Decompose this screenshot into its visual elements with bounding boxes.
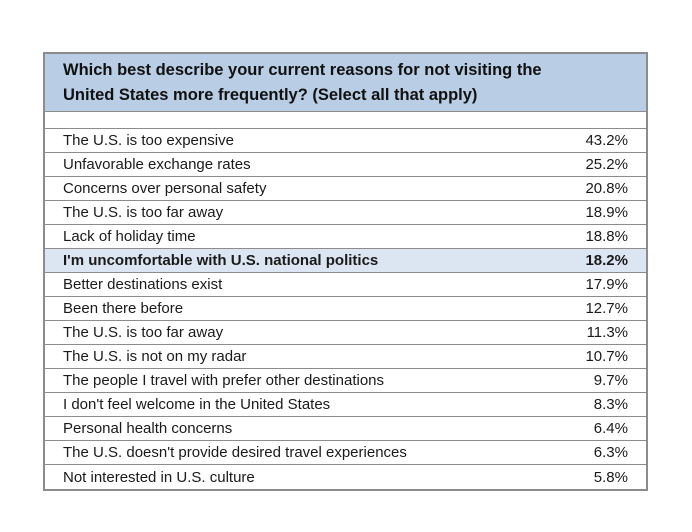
table-row: The U.S. is too far away 11.3% [45,321,646,345]
row-label: Better destinations exist [63,276,223,293]
table-row: The U.S. is not on my radar 10.7% [45,345,646,369]
table-row: The U.S. is too expensive 43.2% [45,129,646,153]
row-label: The U.S. is too far away [63,204,224,221]
row-value: 9.7% [593,372,628,389]
row-value: 10.7% [585,348,628,365]
row-label: The U.S. is not on my radar [63,348,247,365]
row-value: 20.8% [585,180,628,197]
row-label: The U.S. is too far away [63,324,224,341]
row-label: Been there before [63,300,184,317]
table-row: Concerns over personal safety 20.8% [45,177,646,201]
title-line-2: United States more frequently? (Select a… [63,86,478,104]
table-row: Personal health concerns 6.4% [45,417,646,441]
highlighted-table-row: I'm uncomfortable with U.S. national pol… [45,249,646,273]
row-label: The people I travel with prefer other de… [63,372,385,389]
row-value: 18.9% [585,204,628,221]
row-value: 6.4% [593,420,628,437]
row-value: 12.7% [585,300,628,317]
table-row: Been there before 12.7% [45,297,646,321]
table-row: The U.S. is too far away 18.9% [45,201,646,225]
row-value: 5.8% [593,468,628,486]
table-row: I don't feel welcome in the United State… [45,393,646,417]
table-row: Unfavorable exchange rates 25.2% [45,153,646,177]
table-row: Better destinations exist 17.9% [45,273,646,297]
row-value: 18.8% [585,228,628,245]
table-body: The U.S. is too expensive 43.2% Unfavora… [45,129,646,489]
row-label: I don't feel welcome in the United State… [63,396,331,413]
row-value: 43.2% [585,132,628,149]
row-value: 6.3% [593,444,628,461]
row-label: The U.S. doesn't provide desired travel … [63,444,407,461]
row-value: 18.2% [585,252,628,269]
table-row: Not interested in U.S. culture 5.8% [45,465,646,489]
row-label: Not interested in U.S. culture [63,468,255,486]
row-value: 8.3% [593,396,628,413]
title-line-1: Which best describe your current reasons… [63,61,542,79]
row-label: I'm uncomfortable with U.S. national pol… [63,252,379,269]
spacer-row [45,111,646,129]
row-label: Personal health concerns [63,420,233,437]
survey-table: Which best describe your current reasons… [43,52,648,491]
row-label: Unfavorable exchange rates [63,156,251,173]
row-value: 25.2% [585,156,628,173]
table-title: Which best describe your current reasons… [45,54,646,111]
row-label: Concerns over personal safety [63,180,267,197]
row-value: 11.3% [586,324,628,341]
table-row: The U.S. doesn't provide desired travel … [45,441,646,465]
table-row: Lack of holiday time 18.8% [45,225,646,249]
row-label: The U.S. is too expensive [63,132,234,149]
row-label: Lack of holiday time [63,228,196,245]
table-row: The people I travel with prefer other de… [45,369,646,393]
row-value: 17.9% [585,276,628,293]
